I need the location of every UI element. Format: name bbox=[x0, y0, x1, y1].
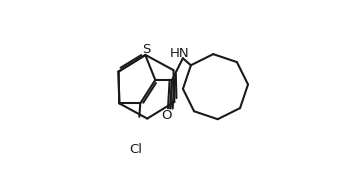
Text: O: O bbox=[161, 109, 171, 122]
Text: S: S bbox=[142, 42, 150, 56]
Text: Cl: Cl bbox=[130, 143, 142, 156]
Text: HN: HN bbox=[170, 47, 189, 60]
